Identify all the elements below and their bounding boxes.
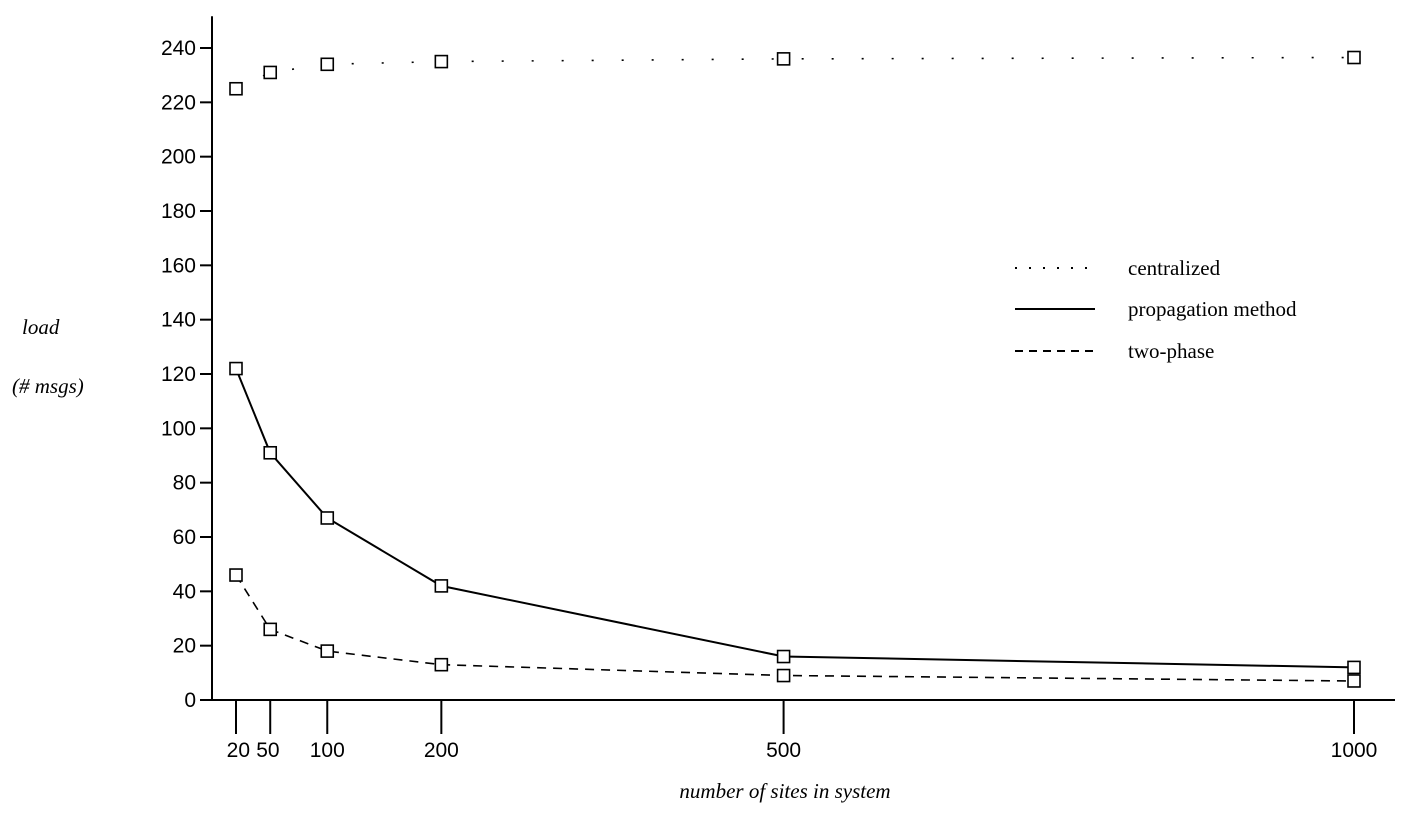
x-tick-label: 1000	[1331, 739, 1378, 762]
y-tick-label: 240	[161, 37, 196, 60]
series-line	[235, 574, 1355, 682]
data-point	[1347, 50, 1361, 65]
x-tick-label: 50	[256, 739, 279, 762]
y-tick-label: 180	[161, 200, 196, 223]
legend-label-propagation-method: propagation method	[1128, 297, 1297, 321]
data-point	[229, 568, 243, 582]
y-tick-label: 200	[161, 146, 196, 169]
x-axis-ticks: 20 50 100 200 500 1000	[227, 700, 1378, 762]
y-axis-unit-label: (# msgs)	[12, 374, 84, 398]
y-tick-label: 20	[173, 635, 196, 658]
y-axis-label: load	[22, 315, 60, 339]
x-tick-label: 20	[227, 739, 250, 762]
y-tick-label: 40	[173, 580, 196, 603]
data-point	[229, 81, 243, 96]
y-tick-label: 100	[161, 417, 196, 440]
y-axis-ticks: 0 20 40 60 80 100 120 140 160 180 200 220 240	[161, 37, 212, 712]
data-point	[776, 649, 791, 664]
data-point	[434, 54, 449, 69]
data-point	[263, 622, 278, 637]
y-tick-label: 60	[173, 526, 196, 549]
series-propagation-method	[229, 361, 1361, 675]
series-line	[235, 368, 1355, 669]
data-point	[263, 65, 278, 80]
data-point	[320, 57, 335, 72]
legend-label-centralized: centralized	[1128, 256, 1221, 280]
y-tick-label: 160	[161, 254, 196, 277]
data-point	[320, 511, 335, 525]
data-point	[1347, 674, 1361, 688]
y-tick-label: 220	[161, 91, 196, 114]
x-tick-label: 100	[310, 739, 345, 762]
data-point	[263, 445, 278, 460]
data-point	[776, 52, 791, 66]
series-layer	[229, 50, 1361, 688]
data-point	[1347, 660, 1361, 675]
series-line	[235, 56, 1355, 90]
data-point	[434, 657, 449, 672]
data-point	[320, 644, 335, 658]
y-tick-label: 0	[184, 689, 196, 712]
data-point	[434, 579, 449, 593]
legend: centralized propagation method two-phase	[1015, 256, 1297, 363]
series-centralized	[229, 50, 1361, 96]
y-tick-label: 140	[161, 309, 196, 332]
x-tick-label: 200	[424, 739, 459, 762]
x-tick-label: 500	[766, 739, 801, 762]
axes	[211, 16, 1395, 701]
data-point	[776, 668, 791, 683]
y-tick-label: 120	[161, 363, 196, 386]
data-point	[229, 361, 243, 376]
y-tick-label: 80	[173, 472, 196, 495]
x-axis-label: number of sites in system	[679, 779, 890, 803]
series-two-phase	[229, 568, 1361, 688]
legend-label-two-phase: two-phase	[1128, 339, 1214, 363]
